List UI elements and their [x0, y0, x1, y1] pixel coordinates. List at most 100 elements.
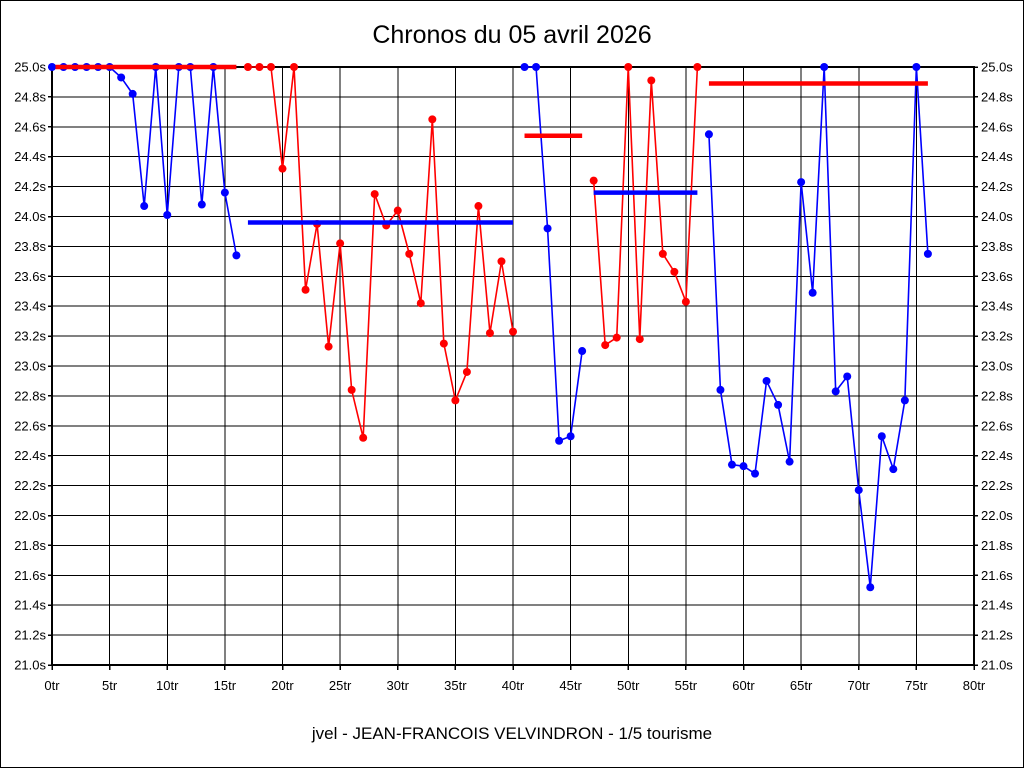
y-tick-label-left: 21.4s [14, 598, 46, 613]
lap-point [347, 385, 356, 394]
lap-point [117, 73, 126, 82]
y-tick-label-left: 24.2s [14, 179, 46, 194]
y-tick-label-left: 23.6s [14, 269, 46, 284]
lap-point [889, 465, 898, 474]
lap-point [854, 486, 863, 495]
x-tick-label: 5tr [102, 678, 118, 693]
lap-point [555, 436, 564, 445]
stint-4-line [592, 66, 699, 347]
y-tick-label-left: 22.4s [14, 448, 46, 463]
grid [51, 66, 975, 666]
y-tick-label-left: 25.0s [14, 60, 46, 75]
y-tick-label-right: 23.2s [981, 329, 1013, 344]
lap-point [359, 433, 368, 442]
lap-point [520, 63, 529, 71]
y-tick-label-right: 21.2s [981, 628, 1013, 643]
y-tick-label-left: 21.6s [14, 568, 46, 583]
stint-2-series [243, 63, 517, 442]
lap-point [278, 164, 287, 173]
lap-point [612, 333, 621, 342]
chart-title: Chronos du 05 avril 2026 [372, 21, 652, 49]
y-axis-labels-left: 25.0s 24.8s 24.6s 24.4s 24.2s 24.0s 23.8s 23.6s… [14, 60, 46, 673]
y-tick-label-right: 22.8s [981, 388, 1013, 403]
x-tick-label: 50tr [617, 678, 640, 693]
lap-point [532, 63, 541, 71]
y-tick-label-right: 23.6s [981, 269, 1013, 284]
stint-4-series [589, 63, 702, 350]
y-tick-label-right: 22.4s [981, 448, 1013, 463]
y-tick-label-left: 21.2s [14, 628, 46, 643]
y-tick-label-right: 25.0s [981, 60, 1013, 75]
stint-5-series [704, 63, 932, 592]
lap-point [393, 206, 402, 215]
plot-border [51, 66, 975, 666]
lap-point [670, 267, 679, 276]
x-tick-label: 30tr [387, 678, 410, 693]
y-tick-label-right: 24.8s [981, 89, 1013, 104]
lap-point [140, 202, 149, 211]
x-tick-label: 15tr [214, 678, 237, 693]
lap-point [566, 432, 575, 441]
x-tick-label: 75tr [905, 678, 928, 693]
x-axis-labels: 0tr 5tr 10tr 15tr 20tr 25tr 30tr 35tr 40tr 45tr 50… [44, 678, 985, 693]
lap-point [601, 341, 610, 350]
lap-point [451, 396, 460, 405]
y-tick-label-left: 21.0s [14, 658, 46, 673]
lap-point [866, 583, 875, 592]
y-tick-label-right: 24.0s [981, 209, 1013, 224]
y-tick-label-left: 22.0s [14, 508, 46, 523]
lap-point [543, 224, 552, 233]
lap-point [693, 63, 702, 71]
lap-point [751, 469, 760, 478]
lap-point [336, 239, 345, 248]
x-tick-label: 65tr [790, 678, 813, 693]
lap-point [647, 76, 656, 85]
lap-point [658, 249, 667, 258]
lap-point [797, 178, 806, 187]
stint-1-line [52, 66, 238, 256]
lap-point [727, 460, 736, 469]
y-tick-label-left: 22.8s [14, 388, 46, 403]
lap-point [578, 347, 587, 356]
lap-point [290, 63, 299, 71]
lap-point [416, 299, 425, 308]
y-tick-label-right: 24.4s [981, 149, 1013, 164]
y-tick-label-right: 22.6s [981, 418, 1013, 433]
y-tick-label-right: 24.6s [981, 119, 1013, 134]
lap-point [266, 63, 275, 71]
y-tick-label-left: 22.6s [14, 418, 46, 433]
y-tick-label-left: 24.4s [14, 149, 46, 164]
y-tick-label-left: 23.0s [14, 359, 46, 374]
lap-point [704, 130, 713, 139]
lap-point [163, 211, 172, 220]
x-tick-label: 35tr [444, 678, 467, 693]
lap-point [243, 63, 252, 71]
x-tick-label: 20tr [271, 678, 294, 693]
lap-point [900, 396, 909, 405]
lap-point [428, 115, 437, 124]
y-tick-label-right: 23.8s [981, 239, 1013, 254]
lap-point [220, 188, 229, 197]
lap-point [48, 63, 56, 71]
stint-2-line [247, 66, 514, 438]
y-tick-label-right: 24.2s [981, 179, 1013, 194]
x-tick-label: 10tr [156, 678, 179, 693]
lap-point [197, 200, 206, 209]
driver-caption: jvel - JEAN-FRANCOIS VELVINDRON - 1/5 to… [311, 724, 713, 743]
y-tick-label-right: 21.4s [981, 598, 1013, 613]
lap-point [923, 249, 932, 258]
y-tick-label-left: 23.8s [14, 239, 46, 254]
stint-1-series [48, 63, 241, 260]
lap-point [681, 297, 690, 306]
y-tick-label-left: 24.0s [14, 209, 46, 224]
lap-point [820, 63, 829, 71]
lap-point [762, 376, 771, 385]
lap-point [509, 327, 517, 336]
lap-point [370, 190, 379, 199]
lap-point [589, 176, 598, 185]
lap-point [497, 257, 506, 266]
lap-point [405, 249, 414, 258]
lap-point [635, 335, 644, 344]
y-tick-label-right: 22.2s [981, 478, 1013, 493]
